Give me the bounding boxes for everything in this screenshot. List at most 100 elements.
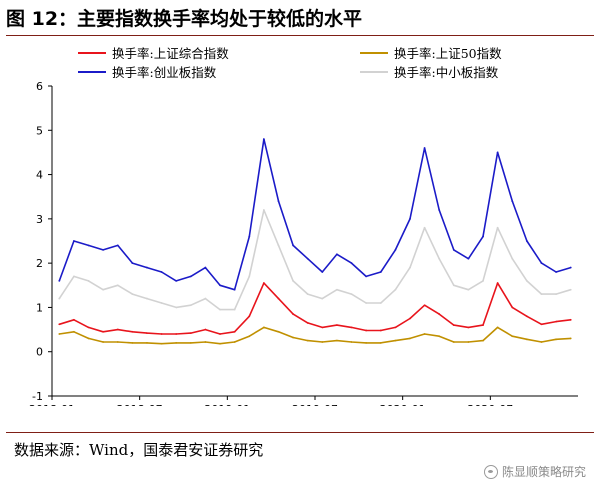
data-point (336, 324, 338, 327)
x-tick-label: 2019-07 (292, 403, 338, 406)
data-point (569, 288, 572, 291)
data-point (73, 318, 75, 321)
data-point (511, 306, 514, 309)
data-point (379, 302, 382, 304)
data-point (379, 271, 382, 273)
data-point (409, 317, 411, 320)
data-point (511, 335, 514, 338)
data-point (569, 337, 572, 340)
data-point (569, 318, 572, 321)
legend-label: 换手率:上证50指数 (394, 46, 502, 61)
data-point (482, 339, 484, 342)
data-point (350, 262, 353, 265)
data-point (306, 257, 309, 260)
data-point (146, 266, 148, 269)
data-point (292, 244, 294, 247)
data-point (175, 333, 178, 335)
data-point (555, 338, 557, 341)
data-point (102, 248, 105, 251)
data-point (336, 339, 338, 342)
data-point (306, 339, 309, 342)
data-point (131, 330, 134, 333)
data-point (569, 266, 572, 269)
data-point (379, 341, 382, 344)
source-rule (6, 432, 594, 433)
data-point (189, 275, 192, 278)
data-point (438, 257, 441, 260)
data-point (160, 333, 163, 335)
data-point (248, 315, 251, 318)
data-point (131, 341, 134, 344)
source-note: 数据来源：Wind，国泰君安证券研究 (14, 441, 264, 459)
data-point (160, 271, 163, 273)
data-point (175, 341, 178, 344)
data-point (116, 328, 119, 331)
data-point (540, 293, 543, 296)
y-tick-label: 4 (36, 169, 43, 182)
data-point (350, 293, 353, 296)
data-point (131, 293, 134, 296)
data-point (233, 341, 236, 343)
data-point (467, 257, 470, 260)
x-tick-label: 2019-01 (204, 403, 250, 406)
data-point (511, 257, 514, 260)
data-point (58, 297, 61, 300)
data-point (496, 326, 499, 329)
data-point (102, 330, 105, 333)
data-point (131, 262, 134, 265)
data-point (219, 342, 221, 345)
y-tick-label: 5 (36, 124, 43, 137)
data-point (482, 235, 484, 238)
wechat-icon (483, 464, 498, 479)
legend-label: 换手率:中小板指数 (394, 65, 499, 80)
data-point (102, 341, 105, 343)
legend-label: 换手率:创业板指数 (112, 65, 217, 80)
data-point (189, 341, 192, 344)
data-point (116, 341, 119, 343)
data-point (262, 326, 265, 329)
data-point (321, 341, 324, 343)
data-point (438, 313, 441, 315)
series-line-2 (59, 326, 571, 345)
data-point (277, 244, 280, 247)
data-point (350, 341, 353, 343)
y-tick-label: 6 (36, 80, 43, 93)
data-point (496, 226, 499, 229)
y-tick-label: -1 (32, 390, 43, 403)
data-point (423, 333, 426, 335)
data-point (292, 313, 294, 315)
chart-axes: -1 0 1 2 3 4 5 6 2018-01 2018-07 2019-01 2019-07 202… (29, 80, 578, 406)
data-point (482, 279, 484, 282)
data-point (204, 341, 207, 343)
data-point (277, 297, 280, 300)
data-point (321, 297, 324, 300)
x-tick-label: 2018-07 (117, 403, 163, 406)
data-point (438, 209, 441, 211)
data-point (482, 324, 484, 327)
data-point (160, 342, 163, 345)
data-point (409, 217, 411, 220)
data-point (87, 337, 90, 340)
data-point (409, 337, 411, 340)
data-point (58, 279, 61, 282)
series-line-4 (58, 209, 571, 311)
y-tick-label: 2 (36, 257, 43, 270)
data-point (467, 341, 470, 343)
data-point (146, 332, 148, 335)
data-point (292, 336, 294, 339)
data-point (452, 324, 455, 327)
data-point (452, 284, 455, 287)
data-point (262, 138, 265, 141)
data-point (365, 302, 368, 304)
y-tick-label: 3 (36, 213, 43, 226)
data-point (248, 335, 251, 338)
data-point (73, 330, 75, 333)
data-point (102, 288, 105, 291)
data-point (423, 226, 426, 229)
data-point (306, 322, 309, 324)
data-point (394, 339, 397, 342)
data-point (423, 147, 426, 149)
data-point (73, 275, 75, 278)
data-point (306, 293, 309, 296)
data-point (321, 271, 324, 273)
